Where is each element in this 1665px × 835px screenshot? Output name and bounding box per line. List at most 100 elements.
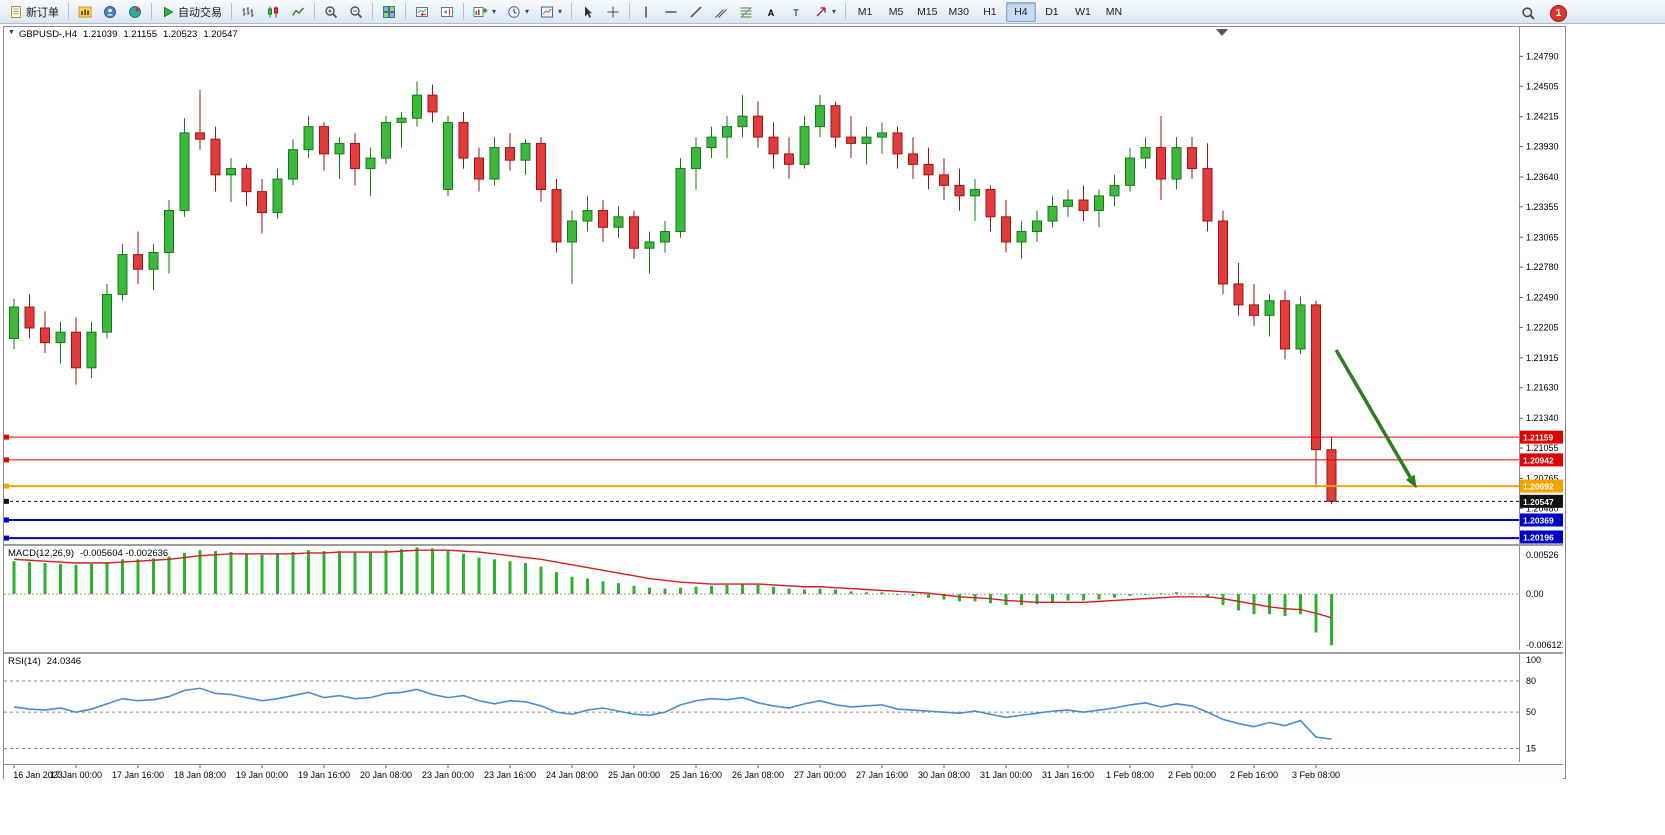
- macd-bar: [508, 561, 512, 595]
- macd-bar: [927, 594, 930, 598]
- timeframe-button-m1[interactable]: M1: [857, 5, 873, 18]
- time-tick-label: 17 Jan 16:00: [112, 770, 164, 780]
- toolbar-separator: [405, 3, 406, 20]
- candle-body: [799, 126, 810, 165]
- chevron-down-icon: ▾: [492, 7, 497, 16]
- charts-icon: [78, 5, 92, 19]
- resistance-line-2-handle[interactable]: [4, 457, 9, 463]
- candle-body: [877, 132, 887, 138]
- candle-body: [102, 293, 112, 333]
- navigator-button[interactable]: [123, 1, 147, 23]
- horizontal-line-button[interactable]: [659, 1, 683, 23]
- search-icon: [1521, 6, 1536, 21]
- autotrading-button[interactable]: 自动交易: [156, 1, 227, 23]
- macd-chart[interactable]: 0.00526 0.00 -0.006121: [4, 546, 1563, 650]
- candle-body: [1094, 195, 1104, 212]
- macd-bar: [121, 559, 124, 595]
- candle-body: [737, 115, 748, 128]
- macd-bar: [911, 594, 915, 596]
- text-button[interactable]: A: [759, 1, 783, 23]
- timeframe-button-m15[interactable]: M15: [917, 5, 938, 18]
- new-order-button[interactable]: 新订单: [4, 1, 64, 23]
- cursor-icon: [581, 5, 595, 19]
- candlestick-chart-button[interactable]: [261, 1, 285, 23]
- candle-body: [272, 178, 283, 214]
- macd-bar: [648, 587, 651, 595]
- macd-bar: [415, 547, 419, 595]
- cursor-button[interactable]: [576, 1, 600, 23]
- toolbar-separator: [68, 3, 69, 20]
- support-line-blue-2-handle[interactable]: [4, 535, 9, 541]
- macd-bar: [694, 586, 698, 595]
- timeframe-button-h1[interactable]: H1: [983, 5, 997, 18]
- price-axis[interactable]: 1.24790 1.24505 1.24215 1.23930 1.23640 1.233…: [1519, 51, 1563, 544]
- candle-body: [9, 306, 19, 339]
- candlestick-chart[interactable]: 1.24790 1.24505 1.24215 1.23930 1.23640 1.233…: [4, 27, 1563, 544]
- candle-body: [257, 191, 267, 214]
- macd-bar: [1268, 594, 1271, 615]
- candle-body: [567, 220, 577, 243]
- macd-bar: [43, 562, 47, 595]
- toolbar-separator: [463, 3, 464, 20]
- timeframe-button-d1[interactable]: D1: [1045, 5, 1059, 18]
- crosshair-button[interactable]: [601, 1, 625, 23]
- search-button[interactable]: [1516, 2, 1541, 24]
- candle-body: [598, 210, 608, 228]
- notification-badge[interactable]: 1: [1550, 4, 1567, 22]
- market-watch-button[interactable]: [98, 1, 122, 23]
- zoom-in-button[interactable]: [319, 1, 343, 23]
- zoom-out-button[interactable]: [344, 1, 368, 23]
- support-line-orange-handle[interactable]: [4, 483, 9, 489]
- macd-bar: [1035, 594, 1039, 605]
- rsi-scale[interactable]: 100 80 50 15: [1526, 655, 1541, 753]
- tile-windows-button[interactable]: [377, 1, 401, 23]
- macd-bar: [1237, 594, 1240, 611]
- macd-bar: [1159, 593, 1163, 595]
- support-line-blue-1-handle[interactable]: [4, 517, 9, 523]
- time-tick-label: 25 Jan 00:00: [608, 770, 660, 780]
- rsi-chart[interactable]: 100 80 50 15: [4, 654, 1563, 762]
- label-button[interactable]: T: [784, 1, 808, 23]
- resistance-line-1-handle[interactable]: [4, 434, 9, 440]
- timeframe-button-m5[interactable]: M5: [888, 5, 904, 18]
- vertical-line-button[interactable]: [634, 1, 658, 23]
- channel-button[interactable]: [709, 1, 733, 23]
- candle-body: [551, 189, 562, 243]
- templates-button[interactable]: ▾: [535, 1, 567, 23]
- candle-body: [1218, 220, 1228, 285]
- macd-bar: [183, 552, 186, 595]
- auto-scroll-button[interactable]: [410, 1, 434, 23]
- candle-body: [319, 126, 329, 155]
- macd-bar: [1221, 594, 1225, 606]
- line-chart-button[interactable]: [286, 1, 310, 23]
- current-price-line-handle[interactable]: [4, 498, 9, 504]
- macd-bar: [493, 559, 496, 595]
- timeframe-button-h4[interactable]: H4: [1005, 1, 1036, 22]
- macd-bar: [555, 572, 558, 595]
- timeframe-button-m30[interactable]: M30: [948, 5, 969, 18]
- time-tick-label: 24 Jan 08:00: [546, 770, 598, 780]
- macd-bar: [307, 550, 310, 595]
- arrows-button[interactable]: ▾: [809, 1, 841, 23]
- new-chart-button[interactable]: ▾: [468, 1, 501, 23]
- timeframe-button-w1[interactable]: W1: [1075, 5, 1091, 18]
- macd-scale[interactable]: 0.00526 0.00 -0.006121: [1526, 550, 1563, 650]
- time-tick-label: 31 Jan 16:00: [1042, 770, 1094, 780]
- trendline-button[interactable]: [684, 1, 708, 23]
- candle-body: [644, 241, 655, 249]
- bar-chart-button[interactable]: [236, 1, 260, 23]
- trend-arrow-annotation[interactable]: [1334, 349, 1417, 489]
- periods-button[interactable]: ▾: [502, 1, 534, 23]
- timeframe-button-mn[interactable]: MN: [1105, 5, 1123, 18]
- chart-shift-marker[interactable]: [1216, 29, 1228, 36]
- candle-body: [241, 168, 252, 193]
- candle-body: [24, 306, 35, 329]
- charts-button[interactable]: [73, 1, 97, 23]
- chart-shift-button[interactable]: [435, 1, 459, 23]
- macd-bar: [90, 563, 93, 595]
- toolbar-right-controls: 1: [1516, 2, 1567, 24]
- fibonacci-button[interactable]: [734, 1, 758, 23]
- time-tick-label: 18 Jan 08:00: [174, 770, 226, 780]
